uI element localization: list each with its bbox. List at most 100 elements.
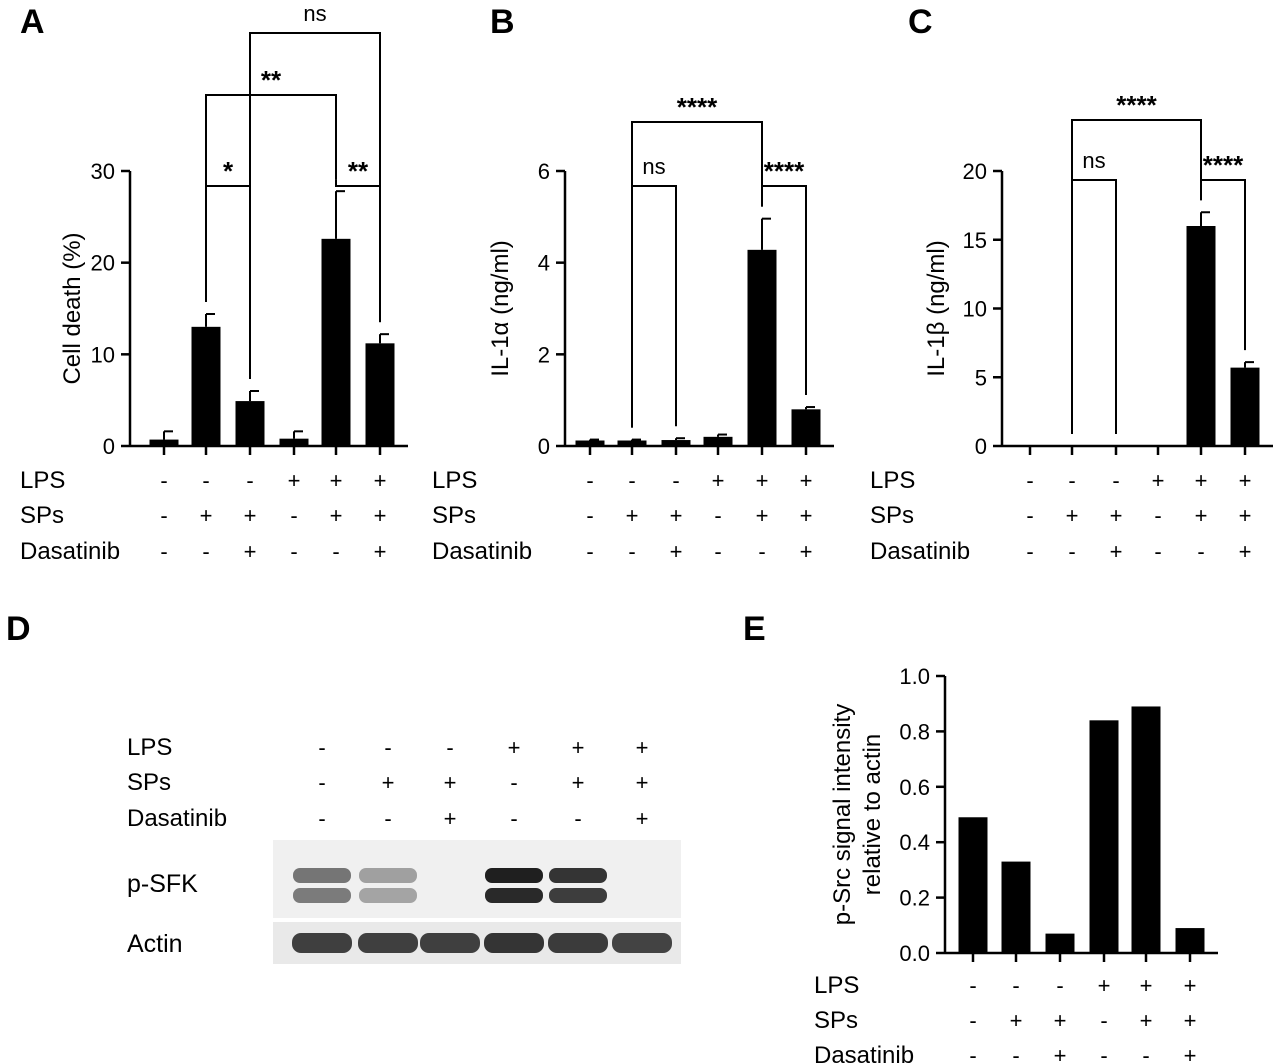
condition-sign: - <box>672 468 679 493</box>
condition-row-label: Dasatinib <box>870 538 970 565</box>
condition-row-label: LPS <box>20 467 65 494</box>
y-tick-label: 0 <box>975 434 987 459</box>
condition-sign: + <box>444 770 457 795</box>
condition-sign: + <box>382 770 395 795</box>
condition-row-label: SPs <box>20 502 64 529</box>
condition-sign: + <box>1195 503 1208 528</box>
y-tick-label: 0.2 <box>899 886 930 911</box>
y-tick-label: 0 <box>538 434 550 459</box>
actin-band <box>548 933 608 953</box>
condition-sign: - <box>318 806 325 831</box>
condition-sign: + <box>800 468 813 493</box>
condition-sign: + <box>1184 973 1197 998</box>
condition-sign: - <box>969 1043 976 1064</box>
condition-sign: - <box>1100 1043 1107 1064</box>
condition-sign: - <box>290 503 297 528</box>
condition-row-label: SPs <box>814 1007 858 1034</box>
y-tick-label: 2 <box>538 342 550 367</box>
actin-band <box>484 933 544 953</box>
y-axis-label: Cell death (%) <box>59 232 86 384</box>
condition-sign: - <box>1197 539 1204 564</box>
y-tick-label: 0.4 <box>899 830 930 855</box>
bar <box>1175 928 1205 953</box>
condition-sign: + <box>636 806 649 831</box>
bar <box>1045 933 1075 953</box>
condition-row-label: SPs <box>870 502 914 529</box>
y-axis-label: IL-1β (ng/ml) <box>923 240 950 377</box>
bar <box>235 401 265 446</box>
bar <box>575 440 605 446</box>
condition-sign: + <box>1098 973 1111 998</box>
condition-row-label: Dasatinib <box>814 1042 914 1064</box>
condition-sign: - <box>160 503 167 528</box>
panel-letter-a: A <box>20 3 45 41</box>
psfk-band-upper <box>549 868 607 883</box>
condition-sign: + <box>1054 1043 1067 1064</box>
condition-sign: + <box>1066 503 1079 528</box>
y-tick-label: 20 <box>963 159 987 184</box>
condition-sign: - <box>586 468 593 493</box>
y-tick-label: 1.0 <box>899 664 930 689</box>
condition-sign: - <box>202 539 209 564</box>
significance-label: ns <box>642 154 665 179</box>
condition-sign: + <box>1184 1008 1197 1033</box>
panel-letter-d: D <box>6 610 31 648</box>
condition-row-label: LPS <box>870 467 915 494</box>
y-tick-label: 10 <box>91 342 115 367</box>
condition-sign: - <box>969 973 976 998</box>
y-tick-label: 20 <box>91 251 115 276</box>
y-tick-label: 0.8 <box>899 719 930 744</box>
condition-sign: - <box>318 770 325 795</box>
y-tick-label: 0 <box>103 434 115 459</box>
condition-sign: - <box>758 539 765 564</box>
actin-band <box>358 933 418 953</box>
bar <box>958 817 988 953</box>
significance-bracket <box>631 185 677 428</box>
blot-row-label: p-SFK <box>127 870 198 898</box>
y-tick-label: 6 <box>538 159 550 184</box>
condition-sign: + <box>1239 468 1252 493</box>
condition-sign: - <box>586 503 593 528</box>
panel-b: B 0 2 4 6 IL-1α (ng/ml) ns **** **** LPS - - - + + + SPs… <box>432 3 834 565</box>
condition-sign: - <box>714 539 721 564</box>
condition-sign: - <box>160 539 167 564</box>
psfk-band-upper <box>359 868 417 883</box>
condition-sign: + <box>1054 1008 1067 1033</box>
condition-sign: + <box>712 468 725 493</box>
condition-sign: + <box>1152 468 1165 493</box>
condition-sign: + <box>288 468 301 493</box>
condition-sign: - <box>202 468 209 493</box>
condition-sign: - <box>1100 1008 1107 1033</box>
condition-sign: - <box>384 735 391 760</box>
condition-sign: - <box>628 468 635 493</box>
condition-sign: + <box>756 468 769 493</box>
significance-label: **** <box>1116 90 1157 120</box>
y-tick-label: 30 <box>91 159 115 184</box>
condition-sign: + <box>800 539 813 564</box>
bar <box>617 440 647 446</box>
condition-sign: + <box>244 503 257 528</box>
psfk-band-upper <box>485 868 543 883</box>
condition-sign: - <box>969 1008 976 1033</box>
condition-sign: - <box>1026 503 1033 528</box>
y-tick-label: 5 <box>975 365 987 390</box>
condition-sign: - <box>510 806 517 831</box>
condition-row-label: LPS <box>127 734 172 761</box>
condition-sign: + <box>636 770 649 795</box>
panel-letter-e: E <box>743 610 766 648</box>
psfk-band-upper <box>293 868 351 883</box>
condition-sign: - <box>446 735 453 760</box>
y-tick-label: 10 <box>963 297 987 322</box>
blot-row-label: Actin <box>127 930 183 958</box>
condition-sign: + <box>244 539 257 564</box>
panel-c: C 0 5 10 15 20 IL-1β (ng/ml) ns **** **** LPS - - - + +… <box>870 3 1273 565</box>
bar <box>365 343 395 446</box>
condition-sign: - <box>1142 1043 1149 1064</box>
condition-sign: - <box>628 539 635 564</box>
bar <box>1131 706 1161 953</box>
condition-sign: + <box>374 503 387 528</box>
condition-sign: - <box>1012 973 1019 998</box>
significance-label: ns <box>1082 148 1105 173</box>
condition-sign: + <box>1010 1008 1023 1033</box>
